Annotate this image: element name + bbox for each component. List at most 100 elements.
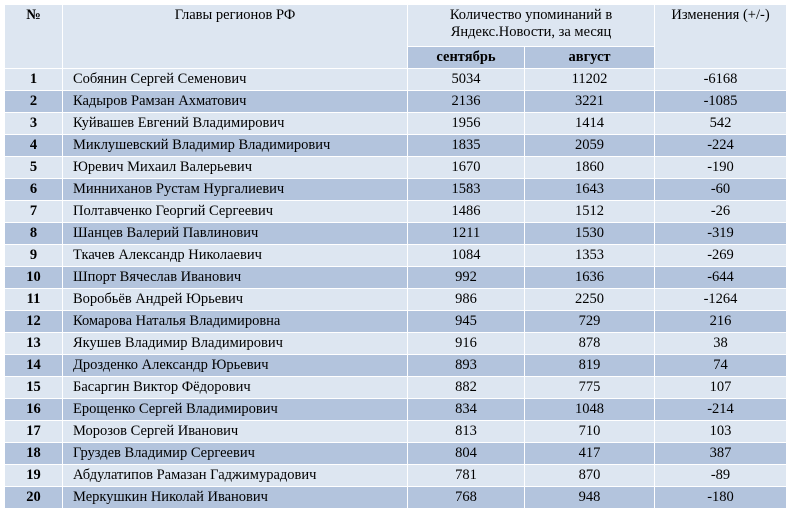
row-august: 1530 [524, 222, 655, 245]
row-september: 1211 [407, 222, 525, 245]
row-name: Якушев Владимир Владимирович [62, 332, 408, 355]
row-august: 948 [524, 486, 655, 509]
row-september: 781 [407, 464, 525, 487]
row-num: 4 [4, 134, 63, 157]
row-num: 15 [4, 376, 63, 399]
subheader-row: сентябрь август [5, 46, 787, 69]
row-num: 9 [4, 244, 63, 267]
row-august: 1414 [524, 112, 655, 135]
row-name: Шанцев Валерий Павлинович [62, 222, 408, 245]
row-september: 1583 [407, 178, 525, 201]
row-september: 834 [407, 398, 525, 421]
row-september: 804 [407, 442, 525, 465]
row-name: Дрозденко Александр Юрьевич [62, 354, 408, 377]
regional-heads-table: № Главы регионов РФ Количество упоминани… [4, 4, 787, 509]
row-september: 893 [407, 354, 525, 377]
row-num: 7 [4, 200, 63, 223]
row-change: 107 [654, 376, 787, 399]
row-august: 870 [524, 464, 655, 487]
row-num: 17 [4, 420, 63, 443]
row-september: 813 [407, 420, 525, 443]
row-num: 6 [4, 178, 63, 201]
row-change: -26 [654, 200, 787, 223]
table-row: 4 Миклушевский Владимир Владимирович 1835 2… [4, 134, 787, 157]
row-august: 1512 [524, 200, 655, 223]
row-september: 1956 [407, 112, 525, 135]
row-num: 18 [4, 442, 63, 465]
row-num: 19 [4, 464, 63, 487]
row-august: 729 [524, 310, 655, 333]
row-name: Миклушевский Владимир Владимирович [62, 134, 408, 157]
table-row: 17 Морозов Сергей Иванович 813 710 103 [4, 420, 787, 443]
row-change: 74 [654, 354, 787, 377]
header-september: сентябрь [407, 46, 525, 69]
row-num: 14 [4, 354, 63, 377]
row-num: 13 [4, 332, 63, 355]
table-row: 12 Комарова Наталья Владимировна 945 729 216 [4, 310, 787, 333]
table-row: 8 Шанцев Валерий Павлинович 1211 1530 -319 [4, 222, 787, 245]
row-august: 775 [524, 376, 655, 399]
table-row: 16 Ерощенко Сергей Владимирович 834 1048 -21… [4, 398, 787, 421]
header-mention-count: Количество упоминаний в Яндекс.Новости, … [407, 4, 655, 47]
row-change: -214 [654, 398, 787, 421]
row-name: Кадыров Рамзан Ахматович [62, 90, 408, 113]
row-change: 542 [654, 112, 787, 135]
row-num: 20 [4, 486, 63, 509]
header-change: Изменения (+/-) [654, 4, 787, 69]
row-change: -180 [654, 486, 787, 509]
row-september: 768 [407, 486, 525, 509]
table-row: 19 Абдулатипов Рамазан Гаджимурадович 781 8… [4, 464, 787, 487]
row-august: 1860 [524, 156, 655, 179]
row-name: Ткачев Александр Николаевич [62, 244, 408, 267]
row-num: 3 [4, 112, 63, 135]
row-august: 2250 [524, 288, 655, 311]
row-name: Комарова Наталья Владимировна [62, 310, 408, 333]
table-row: 5 Юревич Михаил Валерьевич 1670 1860 -190 [4, 156, 787, 179]
row-name: Собянин Сергей Семенович [62, 68, 408, 91]
row-august: 1353 [524, 244, 655, 267]
row-august: 1636 [524, 266, 655, 289]
row-name: Морозов Сергей Иванович [62, 420, 408, 443]
row-september: 986 [407, 288, 525, 311]
row-change: -190 [654, 156, 787, 179]
row-august: 417 [524, 442, 655, 465]
row-change: -269 [654, 244, 787, 267]
header-row: № Главы регионов РФ Количество упоминани… [4, 4, 787, 69]
table-row: 13 Якушев Владимир Владимирович 916 878 38 [4, 332, 787, 355]
row-august: 710 [524, 420, 655, 443]
row-num: 12 [4, 310, 63, 333]
header-num: № [4, 4, 63, 69]
row-september: 945 [407, 310, 525, 333]
row-september: 1670 [407, 156, 525, 179]
row-august: 878 [524, 332, 655, 355]
row-september: 992 [407, 266, 525, 289]
row-name: Меркушкин Николай Иванович [62, 486, 408, 509]
table-row: 18 Груздев Владимир Сергеевич 804 417 387 [4, 442, 787, 465]
row-num: 10 [4, 266, 63, 289]
table-row: 1 Собянин Сергей Семенович 5034 11202 -6168 [4, 68, 787, 91]
row-num: 8 [4, 222, 63, 245]
row-name: Ерощенко Сергей Владимирович [62, 398, 408, 421]
table-row: 10 Шпорт Вячеслав Иванович 992 1636 -644 [4, 266, 787, 289]
row-change: -1264 [654, 288, 787, 311]
row-september: 1835 [407, 134, 525, 157]
row-change: 387 [654, 442, 787, 465]
row-change: -89 [654, 464, 787, 487]
row-september: 5034 [407, 68, 525, 91]
row-num: 1 [4, 68, 63, 91]
table-row: 9 Ткачев Александр Николаевич 1084 1353 -269 [4, 244, 787, 267]
table-row: 20 Меркушкин Николай Иванович 768 948 -180 [4, 486, 787, 509]
row-september: 916 [407, 332, 525, 355]
row-change: -224 [654, 134, 787, 157]
row-name: Басаргин Виктор Фёдорович [62, 376, 408, 399]
row-name: Воробьёв Андрей Юрьевич [62, 288, 408, 311]
row-num: 16 [4, 398, 63, 421]
row-change: -644 [654, 266, 787, 289]
row-august: 11202 [524, 68, 655, 91]
row-name: Абдулатипов Рамазан Гаджимурадович [62, 464, 408, 487]
row-name: Шпорт Вячеслав Иванович [62, 266, 408, 289]
row-name: Юревич Михаил Валерьевич [62, 156, 408, 179]
row-name: Полтавченко Георгий Сергеевич [62, 200, 408, 223]
table-row: 15 Басаргин Виктор Фёдорович 882 775 107 [4, 376, 787, 399]
table-row: 14 Дрозденко Александр Юрьевич 893 819 74 [4, 354, 787, 377]
